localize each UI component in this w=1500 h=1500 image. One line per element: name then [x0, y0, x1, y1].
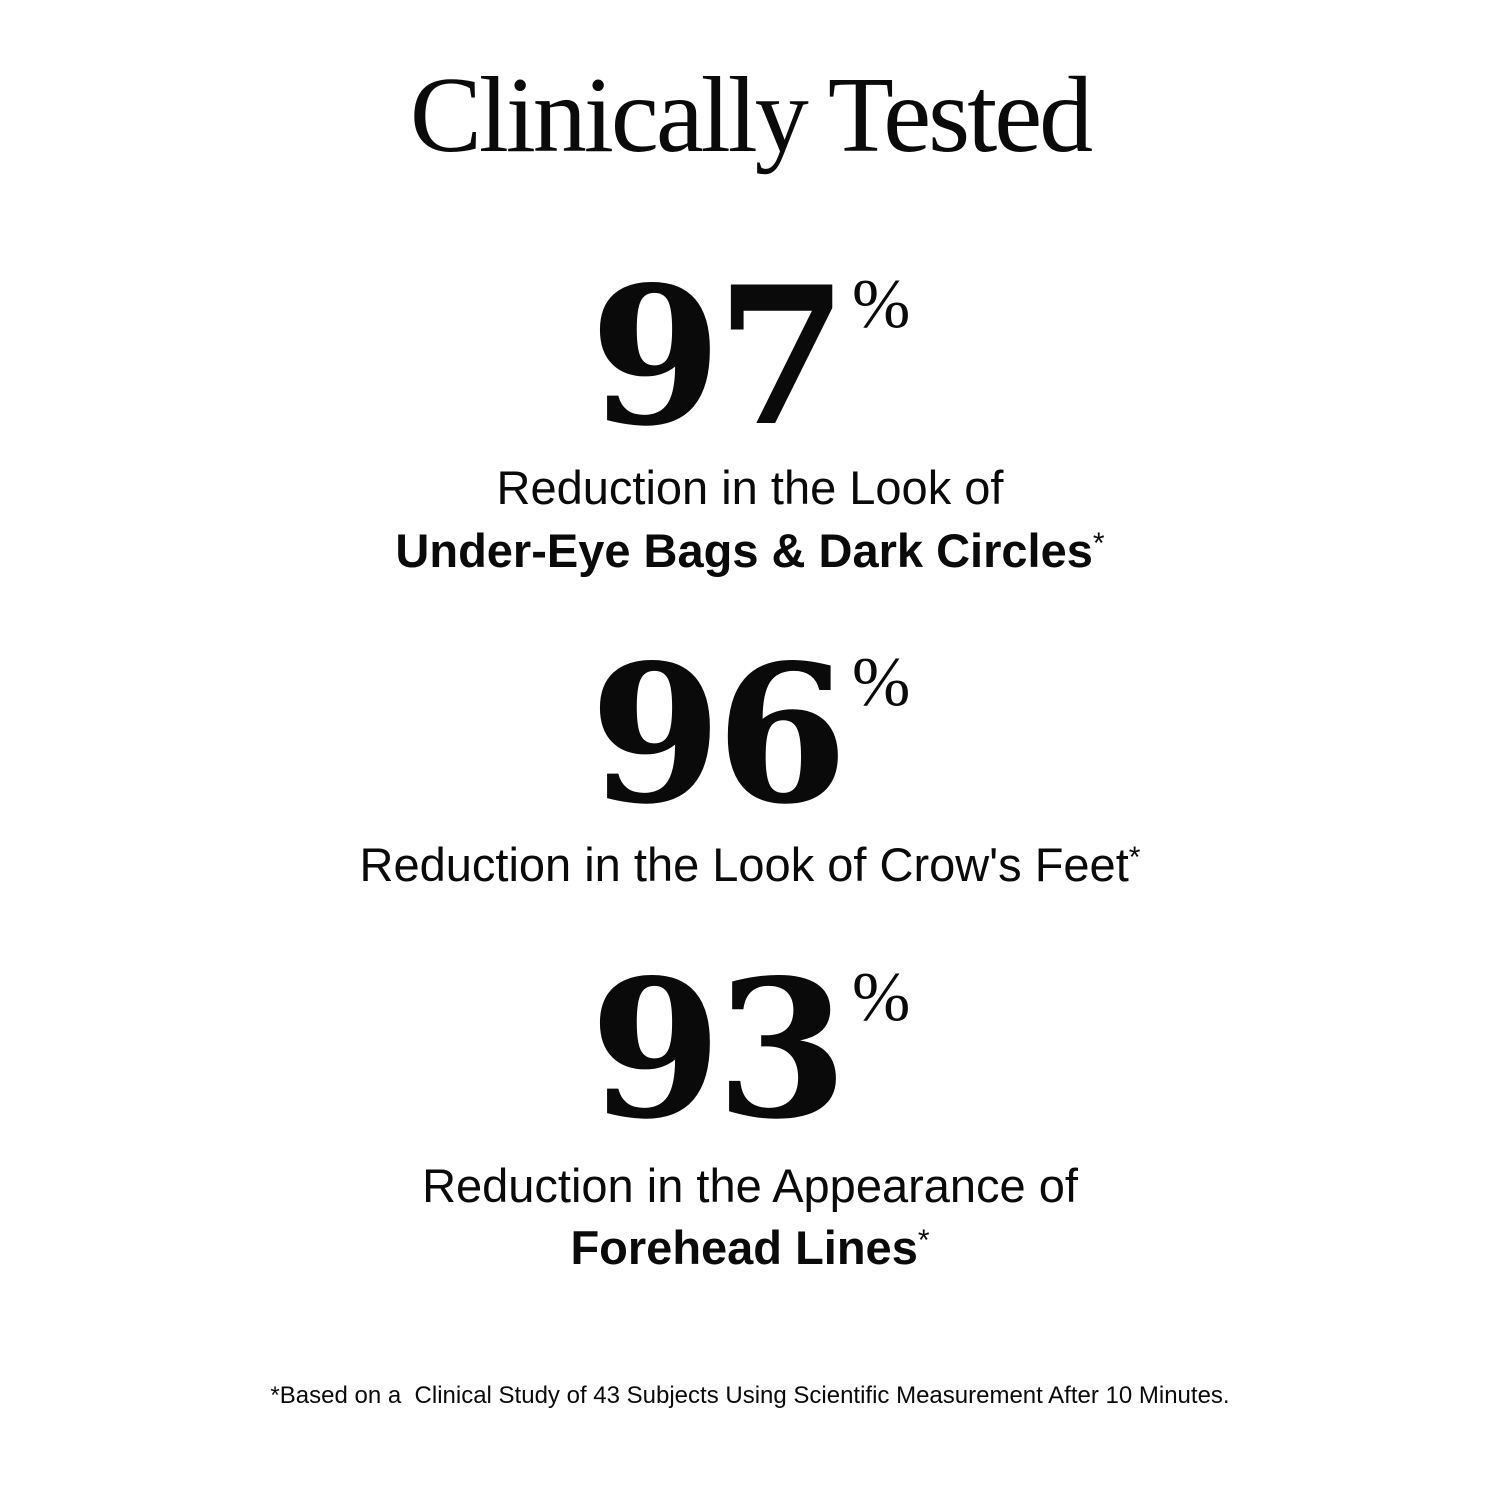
- stat-value: 93: [589, 938, 848, 1161]
- page-title: Clinically Tested: [409, 56, 1093, 175]
- stat-unit: %: [852, 959, 911, 1036]
- stat-unit: %: [852, 644, 911, 721]
- stat-unit: %: [852, 266, 911, 343]
- stat-line-bold: Forehead Lines: [570, 1221, 918, 1274]
- stat-line: Reduction in the Appearance of: [422, 1159, 1078, 1212]
- stat-line-bold: Under-Eye Bags & Dark Circles: [395, 524, 1093, 577]
- stat-description: Reduction in the Appearance of: [0, 1162, 1500, 1209]
- stat-description-bold: Under-Eye Bags & Dark Circles*: [0, 527, 1500, 574]
- stat-line: Reduction in the Look of: [496, 461, 1004, 514]
- stat-93: 93%: [0, 955, 1500, 1145]
- footnote: *Based on a Clinical Study of 43 Subject…: [270, 1382, 1230, 1409]
- stat-description: Reduction in the Look of Crow's Feet*: [0, 841, 1500, 888]
- stat-description-bold: Forehead Lines*: [0, 1224, 1500, 1271]
- stat-96: 96%: [0, 640, 1500, 830]
- asterisk: *: [917, 1224, 930, 1257]
- asterisk: *: [1092, 527, 1105, 560]
- asterisk: *: [1128, 841, 1141, 874]
- stat-line: Reduction in the Look of Crow's Feet: [359, 838, 1129, 891]
- stat-97: 97%: [0, 262, 1500, 452]
- stat-value: 97: [589, 245, 848, 468]
- stat-description: Reduction in the Look of: [0, 464, 1500, 511]
- stat-value: 96: [589, 623, 848, 846]
